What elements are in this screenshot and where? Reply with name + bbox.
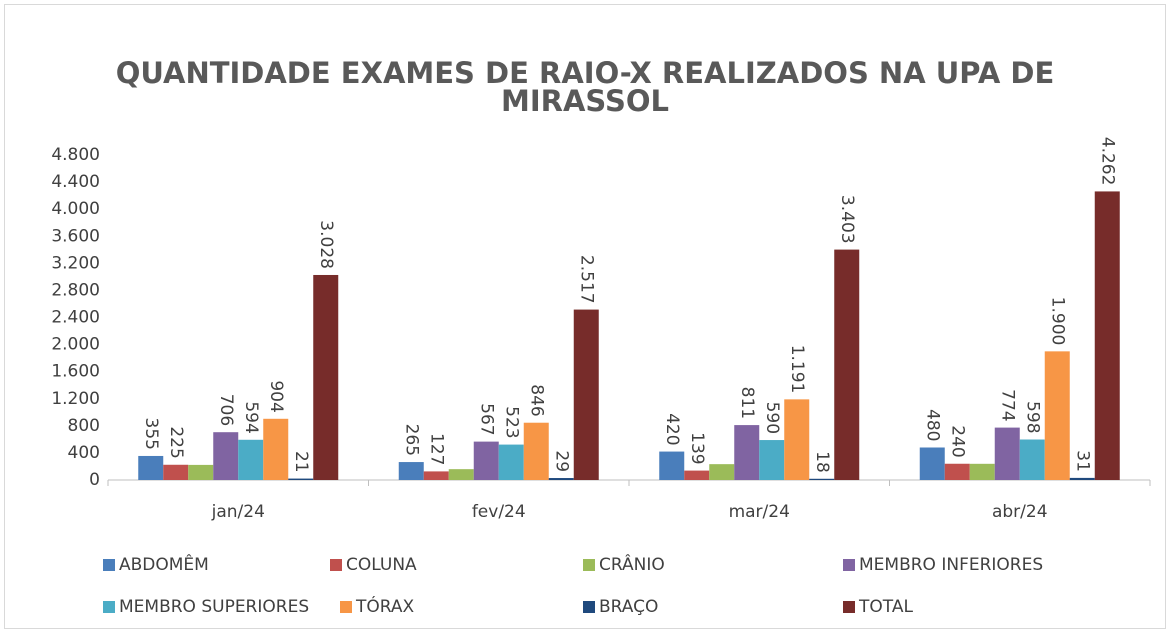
x-tick-label: abr/24 [992, 502, 1048, 522]
bar [809, 478, 835, 480]
y-tick-label: 2.800 [51, 280, 100, 300]
data-label: 420 [662, 413, 682, 445]
legend-label: COLUNA [346, 555, 417, 575]
data-label: 21 [291, 451, 311, 473]
bar [573, 309, 599, 480]
data-label: 4.262 [1097, 137, 1117, 186]
data-label: 480 [922, 409, 942, 441]
legend-swatch [340, 601, 352, 613]
bar [188, 464, 214, 480]
bar [263, 418, 289, 480]
data-label: 265 [401, 424, 421, 456]
data-label: 594 [241, 401, 261, 433]
legend-swatch [843, 559, 855, 571]
bar [213, 432, 239, 480]
y-tick-label: 4.400 [51, 172, 100, 192]
data-label: 598 [1022, 401, 1042, 433]
bar [238, 439, 264, 480]
bar [473, 441, 499, 480]
bar [994, 427, 1020, 480]
bar [498, 444, 524, 480]
data-label: 240 [947, 425, 967, 457]
bar [684, 470, 710, 480]
legend-swatch [330, 559, 342, 571]
data-label: 590 [762, 402, 782, 434]
bar [288, 478, 314, 480]
legend-swatch [583, 559, 595, 571]
bar [398, 462, 424, 480]
chart-title: QUANTIDADE EXAMES DE RAIO-X REALIZADOS N… [116, 56, 1055, 118]
y-tick-label: 2.000 [51, 335, 100, 355]
bar [1069, 477, 1095, 480]
x-tick-label: mar/24 [729, 502, 790, 522]
data-label: 1.900 [1047, 297, 1067, 346]
x-tick-label: fev/24 [472, 502, 526, 522]
y-tick-label: 3.200 [51, 253, 100, 273]
bar [919, 447, 945, 480]
x-tick-label: jan/24 [211, 502, 265, 522]
data-label: 29 [551, 450, 571, 472]
data-label: 706 [216, 394, 236, 426]
bar [548, 478, 574, 480]
legend-swatch [583, 601, 595, 613]
data-label: 3.028 [316, 220, 336, 269]
data-label: 774 [997, 389, 1017, 421]
y-tick-label: 800 [68, 416, 100, 436]
data-label: 127 [426, 433, 446, 465]
legend-swatch [103, 559, 115, 571]
data-label: 846 [526, 384, 546, 416]
legend-label: BRAÇO [599, 597, 658, 617]
data-label: 355 [141, 418, 161, 450]
bar [523, 422, 549, 480]
y-tick-label: 4.000 [51, 199, 100, 219]
bar [784, 399, 810, 480]
y-tick-label: 0 [89, 470, 100, 490]
bar [834, 249, 860, 480]
data-label: 18 [812, 451, 832, 473]
data-label: 139 [687, 432, 707, 464]
legend-label: TÓRAX [355, 595, 415, 617]
y-tick-label: 4.800 [51, 145, 100, 165]
data-label: 1.191 [787, 345, 807, 394]
bar [659, 451, 685, 480]
y-tick-label: 400 [68, 443, 100, 463]
legend-label: MEMBRO INFERIORES [859, 555, 1043, 575]
bar [313, 274, 339, 480]
data-label: 567 [476, 403, 496, 435]
bar [969, 463, 995, 480]
data-label: 31 [1072, 450, 1092, 472]
legend-swatch [103, 601, 115, 613]
legend-swatch [843, 601, 855, 613]
bar [709, 464, 735, 480]
data-label: 2.517 [576, 255, 596, 304]
y-tick-label: 1.200 [51, 389, 100, 409]
legend-label: MEMBRO SUPERIORES [119, 597, 309, 617]
data-label: 811 [737, 387, 757, 419]
y-tick-label: 2.400 [51, 308, 100, 328]
data-label: 904 [266, 380, 286, 412]
bar [448, 469, 474, 480]
bar [423, 471, 449, 480]
bar [163, 464, 189, 480]
bar [1019, 439, 1045, 480]
bar [1044, 351, 1070, 480]
data-label: 225 [166, 426, 186, 458]
bar [734, 425, 760, 480]
bar [138, 455, 164, 480]
data-label: 3.403 [837, 195, 857, 244]
y-tick-label: 1.600 [51, 362, 100, 382]
legend-label: ABDOMÊM [119, 553, 209, 575]
legend-label: TOTAL [858, 597, 913, 617]
y-tick-label: 3.600 [51, 226, 100, 246]
bar [944, 463, 970, 480]
legend-label: CRÂNIO [599, 553, 665, 575]
data-label: 523 [501, 406, 521, 438]
bar [1094, 191, 1120, 481]
bar [759, 440, 785, 480]
